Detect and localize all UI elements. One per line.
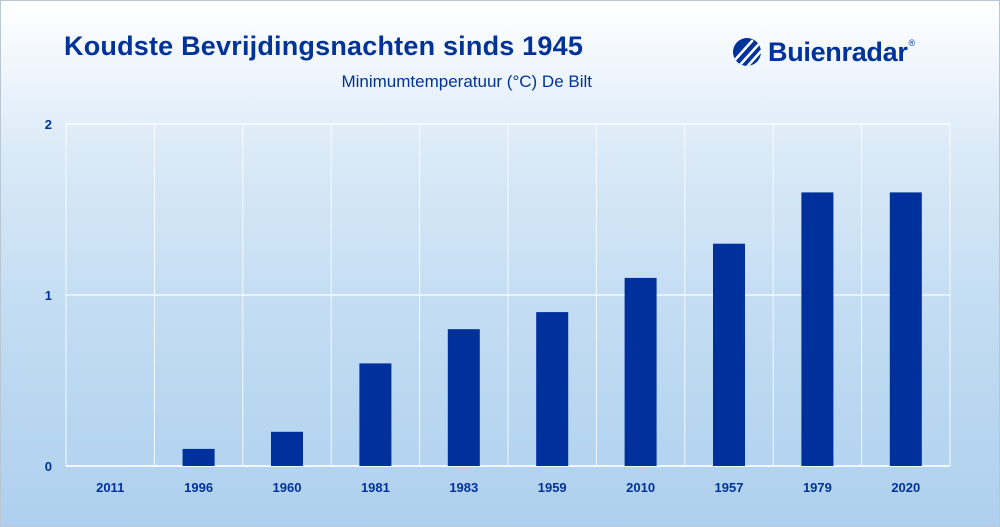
y-tick-label: 0 [45,459,52,474]
x-tick-label: 1959 [538,480,567,495]
x-tick-label: 2010 [626,480,655,495]
bar [713,243,745,466]
y-tick-label: 1 [45,288,52,303]
x-tick-label: 1983 [449,480,478,495]
x-tick-label: 1960 [273,480,302,495]
bar [182,448,215,466]
chart-title: Koudste Bevrijdingsnachten sinds 1945 [64,31,584,61]
x-tick-label: 1957 [715,480,744,495]
bar [889,192,922,466]
chart-subtitle: Minimumtemperatuur (°C) De Bilt [341,72,592,91]
buienradar-logo-icon [733,38,761,66]
bar [359,363,392,466]
bar [447,329,480,466]
x-tick-label: 1981 [361,480,390,495]
y-tick-label: 2 [45,117,52,132]
logo-registered-mark: ® [908,38,916,48]
bar [536,312,569,466]
bar [624,277,657,466]
logo-brand-text: Buienradar [768,37,908,67]
x-tick-label: 1979 [803,480,832,495]
bar [801,192,834,466]
x-tick-label: 2020 [891,480,920,495]
x-tick-label: 1996 [184,480,213,495]
x-tick-label: 2011 [96,480,124,495]
buienradar-logo[interactable]: Buienradar ® [732,36,915,68]
bar [271,431,303,466]
